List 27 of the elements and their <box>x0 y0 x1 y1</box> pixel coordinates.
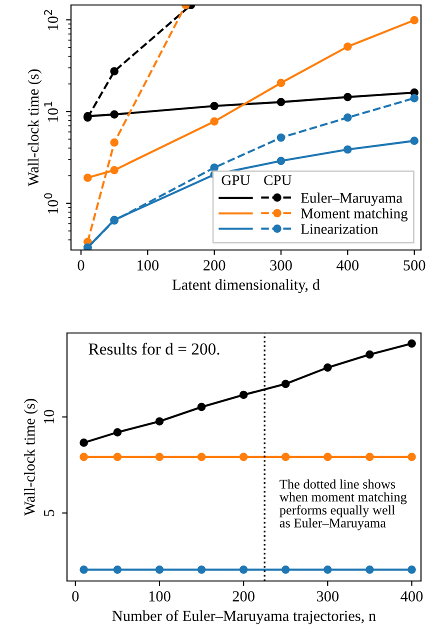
x-tick-label: 100 <box>149 591 170 602</box>
x-tick-label: 200 <box>232 591 254 602</box>
x-tick-label: 200 <box>204 260 226 270</box>
annotation: Results for d = 200. <box>88 342 220 355</box>
legend-label: Linearization <box>300 224 378 234</box>
x-tick-label: 0 <box>78 260 84 270</box>
y-tick-label: 10$^{1}$ <box>44 102 58 122</box>
annotation: CPU <box>264 175 292 186</box>
y-tick-label: 10$^{2}$ <box>44 10 58 30</box>
legend-label: Moment matching <box>300 208 408 222</box>
x-tick-label: 300 <box>270 260 292 270</box>
legend-label: Euler–Maruyama <box>300 192 402 206</box>
x-axis-title: Number of Euler–Maruyama trajectories, n <box>112 610 376 624</box>
y-axis-title: Wall-clock time (s) <box>28 69 42 186</box>
x-tick-label: 300 <box>316 591 339 602</box>
x-tick-label: 100 <box>138 260 159 270</box>
y-axis-title: Wall-clock time (s) <box>24 398 38 516</box>
y-tick-label: 10$^{0}$ <box>44 193 58 214</box>
y-tick-label: 5 <box>44 510 54 516</box>
annotation: The dotted line shows when moment matching performs equally well as Euler–Maruyama <box>279 479 407 530</box>
x-tick-label: 500 <box>404 260 426 270</box>
x-tick-label: 400 <box>336 260 359 270</box>
y-tick-label: 10 <box>44 410 54 424</box>
annotation: GPU <box>222 175 250 186</box>
x-axis-title: Latent dimensionality, d <box>172 279 320 294</box>
x-tick-label: 0 <box>72 591 79 602</box>
x-tick-label: 400 <box>400 591 423 602</box>
